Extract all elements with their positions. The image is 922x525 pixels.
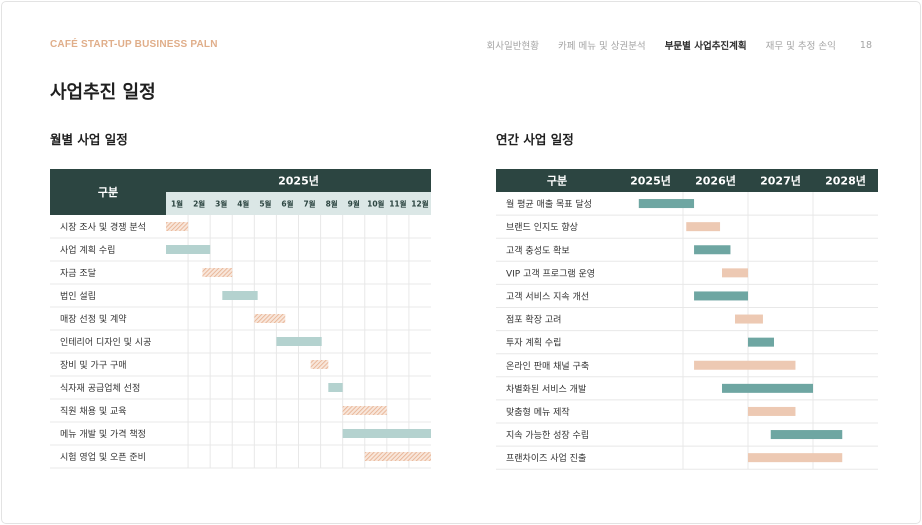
task-label: 지속 가능한 성장 수립 [506,430,589,441]
month-label: 8월 [326,199,338,209]
task-bar [694,360,796,370]
month-label: 12월 [411,199,428,209]
task-bar [722,383,813,393]
task-label: 법인 설립 [60,291,96,302]
month-label: 1월 [171,199,183,209]
year-column-label: 2026년 [695,174,736,188]
nav-item-menu-analysis[interactable]: 카페 메뉴 및 상권분석 [557,41,646,52]
month-label: 10월 [367,199,384,209]
brand-title: CAFÉ START-UP BUSINESS PALN [50,39,218,50]
task-bar [694,245,731,255]
task-label: 시험 영업 및 오픈 준비 [60,451,146,463]
task-bar [735,314,763,324]
task-bar [166,245,211,254]
task-label: 고객 충성도 확보 [506,244,570,256]
task-label: 장비 및 가구 구매 [60,359,127,371]
task-bar [328,383,343,392]
nav-item-business-plan[interactable]: 부문별 사업추진계획 [664,41,747,52]
task-label: 사업 계획 수립 [60,244,115,256]
task-label: VIP 고객 프로그램 운영 [506,267,595,279]
task-bar [748,453,843,463]
task-label: 프랜차이즈 사업 진출 [506,452,586,464]
task-label: 점포 확장 고려 [506,314,561,326]
task-label: 매장 선정 및 계약 [60,313,127,325]
task-label: 인테리어 디자인 및 시공 [60,336,151,348]
nav-item-finance[interactable]: 재무 및 추정 손익 [765,41,836,52]
year-column-label: 2025년 [630,174,671,188]
task-label: 맞춤형 메뉴 제작 [506,406,570,418]
category-header-label: 구분 [547,175,567,188]
task-bar [748,406,796,416]
task-bar [222,291,258,300]
task-bar [202,268,233,277]
task-label: 투자 계획 수립 [506,337,561,349]
task-label: 온라인 판매 채널 구축 [506,361,589,372]
task-bar [694,291,748,301]
page-title: 사업추진 일정 [50,82,156,103]
task-label: 월 평균 매출 목표 달성 [506,198,592,210]
task-bar [770,430,843,440]
task-bar [722,268,748,278]
task-label: 직원 채용 및 교육 [60,405,127,417]
task-bar [310,360,329,369]
task-bar [342,406,387,415]
category-header-label: 구분 [98,186,118,199]
task-bar [276,337,322,346]
task-label: 메뉴 개발 및 가격 책정 [60,428,146,440]
task-bar [254,314,286,323]
month-label: 2월 [193,199,205,209]
month-label: 11월 [389,199,406,209]
task-label: 시장 조사 및 경쟁 분석 [60,221,146,233]
task-bar [748,337,774,347]
month-label: 5월 [259,199,271,209]
header-bar [496,169,878,192]
monthly-schedule-title: 월별 사업 일정 [50,132,128,147]
month-label: 9월 [348,199,360,209]
task-label: 식자재 공급업체 선정 [60,383,140,394]
task-bar [638,199,695,209]
task-label: 자금 조달 [60,267,96,279]
year-column-label: 2027년 [760,174,801,188]
year-column-label: 2028년 [825,174,866,188]
page-number: 18 [859,39,872,51]
task-bar [166,222,189,231]
month-label: 4월 [237,199,249,209]
month-header-row [166,192,431,215]
top-navigation: 회사일반현황 카페 메뉴 및 상권분석 부문별 사업추진계획 재무 및 추정 손… [468,38,873,53]
task-bar [364,452,431,461]
month-label: 6월 [281,199,293,209]
task-bar [686,222,721,232]
task-label: 고객 서비스 지속 개선 [506,291,589,302]
category-header-cell [50,169,166,215]
annual-schedule-title: 연간 사업 일정 [496,132,574,147]
month-label: 3월 [215,199,227,209]
year-label: 2025년 [278,174,319,188]
month-label: 7월 [303,199,315,209]
task-label: 브랜드 인지도 향상 [506,221,578,233]
task-bar [342,429,431,438]
nav-item-company-overview[interactable]: 회사일반현황 [486,41,539,52]
task-label: 차별화된 서비스 개발 [506,383,586,395]
